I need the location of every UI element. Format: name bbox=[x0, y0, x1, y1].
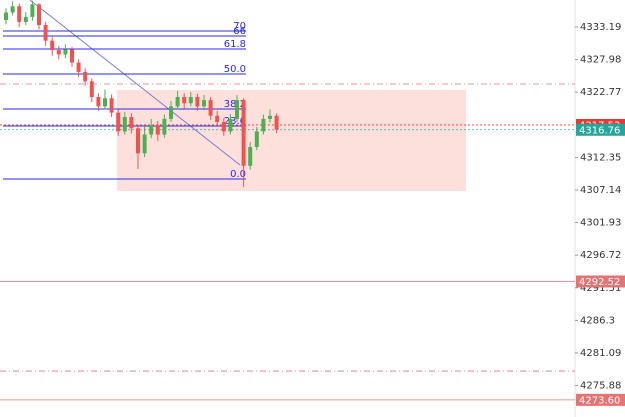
candle-body bbox=[241, 100, 246, 166]
candle-body bbox=[63, 49, 68, 55]
candle-body bbox=[175, 96, 180, 107]
candle-body bbox=[89, 81, 94, 97]
fib-label: 38.2 bbox=[224, 99, 246, 110]
candle-body bbox=[208, 100, 213, 116]
y-tick-label: 4275.88 bbox=[580, 381, 621, 392]
candle-body bbox=[56, 50, 61, 55]
y-tick-label: 4333.19 bbox=[580, 22, 621, 33]
candle-body bbox=[37, 4, 41, 26]
candle-body bbox=[149, 125, 154, 135]
candle-body bbox=[23, 16, 28, 22]
candle-body bbox=[228, 118, 233, 132]
price-tag bbox=[576, 123, 625, 136]
candle-body bbox=[50, 40, 55, 51]
y-tick-label: 4322.77 bbox=[580, 87, 621, 98]
candle-body bbox=[109, 98, 114, 113]
candle-body bbox=[254, 131, 259, 148]
candle-body bbox=[70, 49, 74, 63]
candle-body bbox=[17, 6, 22, 22]
candle-body bbox=[116, 112, 121, 132]
candle-body bbox=[142, 134, 147, 154]
y-tick-label: 4281.09 bbox=[580, 348, 621, 359]
y-tick-label: 4307.14 bbox=[580, 185, 621, 196]
candle-body bbox=[122, 117, 127, 132]
candle-body bbox=[248, 147, 253, 166]
fib-label: 0.0 bbox=[230, 169, 246, 180]
price-tag bbox=[576, 275, 625, 288]
candle-body bbox=[43, 25, 48, 41]
candle-body bbox=[76, 62, 81, 72]
candle-body bbox=[136, 128, 140, 154]
y-tick-label: 4312.35 bbox=[580, 152, 621, 163]
trend-line bbox=[29, 0, 241, 166]
candle-body bbox=[129, 117, 134, 129]
y-tick-label: 4301.93 bbox=[580, 218, 621, 229]
candle-body bbox=[182, 96, 187, 104]
candle-body bbox=[30, 4, 35, 17]
y-tick-label: 4291.51 bbox=[580, 283, 621, 294]
range-box bbox=[117, 90, 466, 191]
y-tick-label: 4327.98 bbox=[580, 55, 621, 66]
price-tag-label: 4316.76 bbox=[579, 125, 620, 136]
y-tick-label: 4296.72 bbox=[580, 250, 621, 261]
price-tag bbox=[576, 393, 625, 406]
candle-body bbox=[83, 71, 88, 82]
candle-body bbox=[96, 96, 101, 107]
candle-body bbox=[103, 98, 107, 107]
candle-body bbox=[261, 118, 266, 132]
candle-body bbox=[169, 106, 173, 119]
price-tag-label: 4273.60 bbox=[579, 395, 620, 406]
candle-body bbox=[235, 100, 239, 119]
fib-label: 61.8 bbox=[224, 39, 246, 50]
fib-label: 50.0 bbox=[224, 64, 246, 75]
fib-label: 66 bbox=[233, 26, 246, 37]
candle-body bbox=[188, 96, 193, 104]
candle-body bbox=[202, 100, 206, 107]
y-tick-label: 4286.3 bbox=[580, 315, 615, 326]
candle-body bbox=[195, 96, 200, 107]
candle-body bbox=[10, 6, 15, 13]
candle-body bbox=[162, 118, 167, 135]
candle-body bbox=[274, 115, 279, 130]
candle-body bbox=[4, 12, 8, 21]
price-tag-label: 4292.52 bbox=[579, 277, 620, 288]
fib-label: 70 bbox=[233, 21, 246, 32]
fib-label: 23.6 bbox=[224, 116, 246, 127]
candle-body bbox=[268, 115, 272, 119]
candle-body bbox=[221, 122, 226, 132]
candle-body bbox=[215, 115, 220, 123]
candle-body bbox=[155, 125, 160, 135]
